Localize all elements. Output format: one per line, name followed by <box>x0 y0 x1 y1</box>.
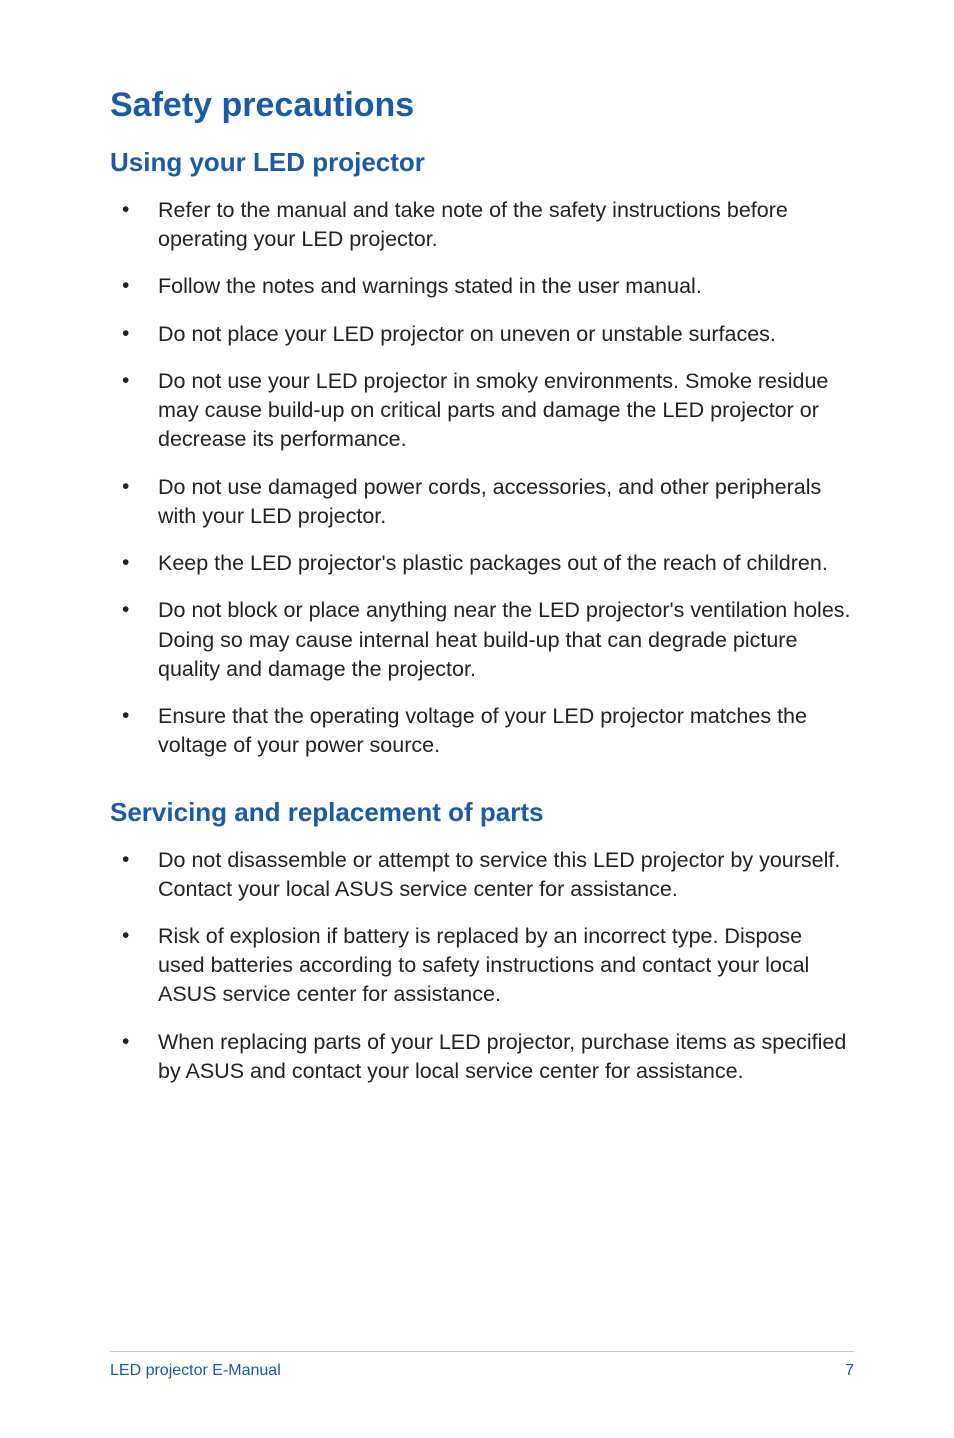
list-item: Refer to the manual and take note of the… <box>110 196 854 254</box>
list-item: Ensure that the operating voltage of you… <box>110 702 854 760</box>
using-list: Refer to the manual and take note of the… <box>110 196 854 761</box>
list-item: Do not disassemble or attempt to service… <box>110 846 854 904</box>
footer-page-number: 7 <box>845 1362 854 1380</box>
footer-doc-title: LED projector E-Manual <box>110 1362 281 1380</box>
list-item: Keep the LED projector's plastic package… <box>110 549 854 578</box>
page-footer: LED projector E-Manual 7 <box>110 1351 854 1380</box>
list-item: Follow the notes and warnings stated in … <box>110 272 854 301</box>
section-heading-using: Using your LED projector <box>110 147 854 178</box>
servicing-list: Do not disassemble or attempt to service… <box>110 846 854 1087</box>
list-item: Risk of explosion if battery is replaced… <box>110 922 854 1010</box>
list-item: Do not place your LED projector on uneve… <box>110 320 854 349</box>
page-title: Safety precautions <box>110 86 854 125</box>
list-item: When replacing parts of your LED project… <box>110 1028 854 1086</box>
list-item: Do not block or place anything near the … <box>110 596 854 684</box>
section-heading-servicing: Servicing and replacement of parts <box>110 797 854 828</box>
list-item: Do not use your LED projector in smoky e… <box>110 367 854 455</box>
page-content: Safety precautions Using your LED projec… <box>0 0 954 1086</box>
list-item: Do not use damaged power cords, accessor… <box>110 473 854 531</box>
